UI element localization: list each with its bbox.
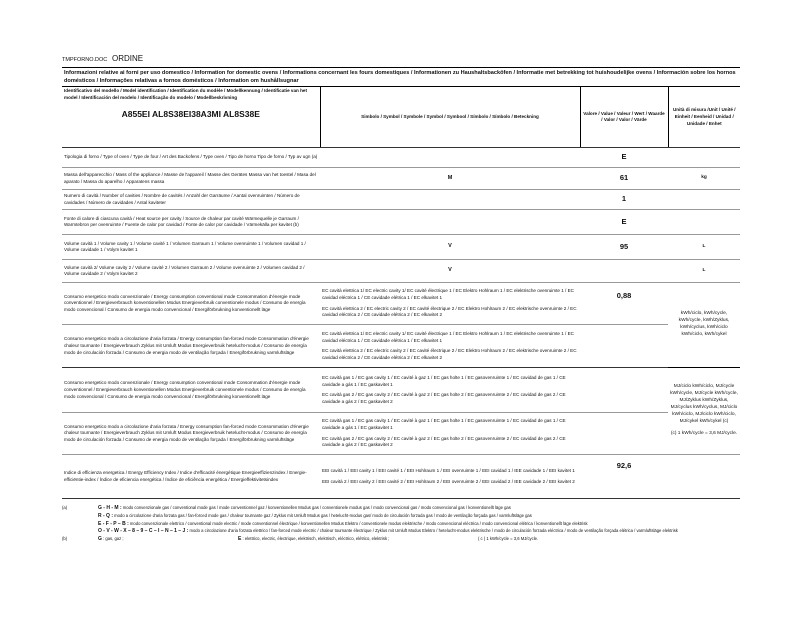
ec-gas-cavity-1: EC cavità gas 1 / EC gas cavity 1 / EC c… [322, 418, 566, 431]
row-symbol: M [320, 167, 580, 191]
ec-gas-cavity-2: EC cavità gas 2 / EC gas cavity 2 / EC c… [322, 435, 566, 448]
electric-unit: kWh/ciclo, kWh/cycle, kWh/cycle, kWh/Zyk… [668, 282, 740, 369]
footnote-text: modo a circolazione d'aria forzata gas /… [114, 512, 532, 518]
eei-row: Indice di efficienza energetica / Energy… [62, 454, 740, 500]
footnote-key: G [98, 536, 102, 542]
ec-electric-value: 0,88 [580, 282, 668, 326]
row-label: Consumo energetico modo convenzionale / … [62, 367, 320, 414]
row-label: Fonte di calore di ciascuna cavità / Hea… [62, 209, 320, 236]
row-label: Volume cavità 2/ Volume cavity 2 / Volum… [62, 259, 320, 284]
table-row: Numero di cavità / Number of cavities / … [62, 189, 740, 211]
row-label: Massa dell'apparecchio / Mass of the app… [62, 167, 320, 191]
footnote-key: O - V - W - X – 8 – 9 – C – I – N – 1 – … [98, 528, 189, 535]
footnote-text: modo a circolazione d'aria forzata elett… [189, 528, 678, 534]
footnote-c: ( c ) 1 kWh/cycle = 3,6 MJ/cycle. [478, 536, 539, 541]
row-unit: L [668, 234, 740, 261]
row-unit: kg [668, 167, 740, 191]
row-value: E [580, 209, 668, 236]
row-unit [668, 209, 740, 236]
row-label: Consumo energetico modo a circolazione d… [62, 324, 320, 369]
ec-electric-cavity-2: EC cavità elettrica 2 / EC electric cavi… [322, 348, 577, 360]
row-label: Consumo energetico modo convenzionale / … [62, 282, 320, 326]
footnote-b-label: (b) [62, 536, 68, 541]
footnote-a-label: (a) [62, 505, 68, 510]
row-label: Volume cavità 1 / Volume cavity 1 / Volu… [62, 234, 320, 261]
energy-gas-conventional-row: Consumo energetico modo convenzionale / … [62, 367, 740, 456]
row-label: Numero di cavità / Number of cavities / … [62, 189, 320, 211]
table-row: Volume cavità 2/ Volume cavity 2 / Volum… [62, 259, 740, 284]
row-label: Consumo energetico modo a circolazione d… [62, 412, 320, 456]
footnote-key: R - Q : [98, 512, 113, 519]
unit-header: Unità di misura /Unit / Unité / Einheit … [667, 86, 740, 149]
row-unit [668, 147, 740, 169]
footnote-key: E - F - P – B : [98, 520, 129, 527]
row-value: 1 [580, 189, 668, 211]
file-name: TMPFORNO.DOC [62, 57, 108, 63]
ec-electric-cavity-1: EC cavità elettrica 1/ EC electric cavit… [322, 288, 574, 301]
row-value: 61 [580, 167, 668, 191]
table-row: Massa dell'apparecchio / Mass of the app… [62, 167, 740, 191]
footnote-text: modo convenzionale gas / conventional mo… [122, 505, 511, 510]
value-header: Valore / Value / Valeur / Wert / Waarde … [579, 86, 668, 149]
table-row: Tipologia di forno / Type of oven / Type… [62, 147, 740, 169]
eei-cavity-1: EEI cavità 1 / EEI cavity 1 / EEI cavité… [322, 468, 575, 474]
order-label: ORDINE [112, 54, 144, 63]
row-unit [668, 189, 740, 211]
model-id-label: Identificativo del modello / Model ident… [64, 88, 307, 100]
row-symbol [320, 189, 580, 211]
table-title: Informazioni relative ai forni per uso d… [62, 66, 740, 88]
gas-unit-note: (c) 1 kWh/cycle = 3,6 MJ/cycle. [670, 431, 738, 437]
row-label: Tipologia di forno / Type of oven / Type… [62, 147, 320, 169]
ec-gas-cavity-1: EC cavità gas 1 / EC gas cavity 1 / EC c… [322, 374, 566, 387]
row-value [580, 259, 668, 284]
row-symbol [320, 147, 580, 169]
energy-electric-fan-row: Consumo energetico modo a circolazione d… [62, 324, 740, 369]
row-value: E [580, 147, 668, 169]
footnote-text: : gas, gaz ; [103, 536, 124, 541]
row-symbol: V [320, 259, 580, 284]
row-label: Indice di efficienza energetica / Energy… [62, 454, 320, 500]
model-name: A855EI AL8S38EI38A3MI AL8S38E [121, 108, 260, 119]
row-unit: L [668, 259, 740, 284]
footnote-text: modo convenzionale elettrico / conventio… [129, 520, 588, 526]
energy-gas-fan-row: Consumo energetico modo a circolazione d… [62, 412, 740, 456]
ec-gas-cavity-2: EC cavità gas 2 / EC gas cavity 2 / EC c… [322, 392, 566, 404]
ec-electric-cavity-2: EC cavità elettrica 2 / EC electric cavi… [322, 305, 577, 318]
footnote-text: : elettrico, electric, électrique, elekt… [242, 536, 390, 541]
row-symbol: V [320, 234, 580, 261]
footnote-key: E [238, 536, 242, 542]
row-symbol [320, 209, 580, 236]
symbol-header: Simbolo / Symbol / Symbole / Symbol / Sy… [319, 86, 580, 149]
energy-electric-conventional-row: Consumo energetico modo convenzionale / … [62, 282, 740, 369]
doc-header: TMPFORNO.DOC ORDINE [62, 54, 143, 63]
oven-info-table: Informazioni relative ai forni per uso d… [62, 66, 740, 500]
footnote-key: G - H - M : [98, 505, 122, 511]
ec-electric-cavity-1: EC cavità elettrica 1/ EC electric cavit… [322, 330, 574, 343]
table-row: Volume cavità 1 / Volume cavity 1 / Volu… [62, 234, 740, 261]
gas-unit: MJ/ciclo kWh/ciclo, MJ/cycle kWh/cycle, … [670, 384, 738, 425]
eei-cavity-2: EEI cavità 2 / EEI cavity 2 / EEI cavité… [322, 478, 575, 484]
eei-value: 92,6 [580, 454, 668, 500]
footnotes: (a) G - H - M : modo convenzionale gas /… [62, 505, 742, 544]
row-value: 95 [580, 234, 668, 261]
table-row: Fonte di calore di ciascuna cavità / Hea… [62, 209, 740, 236]
